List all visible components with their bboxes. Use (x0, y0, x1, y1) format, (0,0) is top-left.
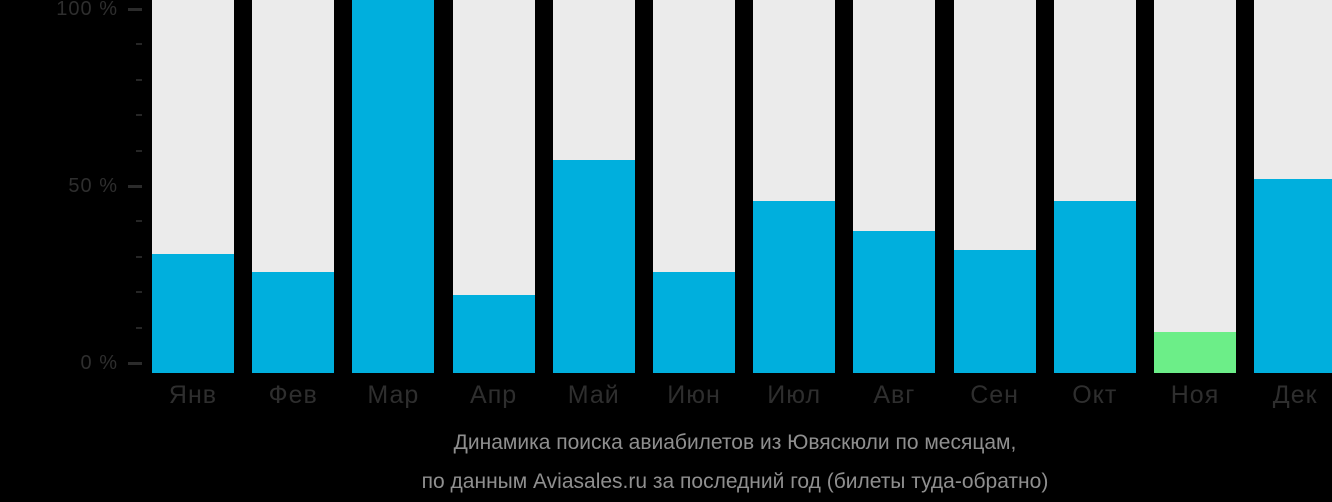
minor-tick (136, 78, 142, 81)
bar (653, 272, 735, 373)
bar-track (1254, 0, 1332, 373)
minor-tick (136, 326, 142, 329)
y-axis-label: 0 % (80, 352, 118, 374)
bar (753, 201, 836, 373)
bar (953, 249, 1036, 373)
minor-tick (136, 220, 142, 223)
month-label: Ноя (1170, 381, 1220, 409)
major-tick (128, 361, 142, 365)
bar (152, 253, 234, 373)
month-label: Июл (767, 381, 822, 409)
bar-track (953, 0, 1036, 373)
minor-tick (136, 291, 142, 294)
month-label: Авг (873, 381, 916, 409)
chart-caption: Динамика поиска авиабилетов из Ювяскюли … (152, 430, 1318, 495)
bar-track (753, 0, 836, 373)
minor-tick (136, 149, 142, 152)
bar (1154, 331, 1236, 373)
y-axis-label: 50 % (68, 175, 118, 197)
bar (1254, 179, 1332, 373)
bar (352, 0, 435, 373)
month-label: Июн (667, 381, 721, 409)
month-label: Дек (1272, 381, 1318, 409)
month-label: Фев (268, 381, 318, 409)
bar (452, 294, 535, 373)
bar (1053, 201, 1136, 373)
month-label: Май (567, 381, 620, 409)
caption-line-2: по данным Aviasales.ru за последний год … (421, 470, 1049, 493)
minor-tick (136, 114, 142, 117)
bar-track (552, 0, 635, 373)
bar (252, 272, 335, 373)
month-label: Мар (367, 381, 420, 409)
bar-track (252, 0, 335, 373)
month-label: Сен (970, 381, 1019, 409)
major-tick (128, 7, 142, 11)
month-label: Апр (470, 381, 518, 409)
minor-tick (136, 255, 142, 258)
bar (552, 160, 635, 373)
minor-tick (136, 43, 142, 46)
bar-track (1053, 0, 1136, 373)
bar-track (352, 0, 435, 373)
bar (853, 231, 936, 373)
caption-line-1: Динамика поиска авиабилетов из Ювяскюли … (453, 431, 1017, 454)
bar-track (452, 0, 535, 373)
y-axis-label: 100 % (56, 0, 118, 20)
month-label: Окт (1072, 381, 1118, 409)
major-tick (128, 184, 142, 188)
bar-track (1154, 0, 1236, 373)
bar-track (152, 0, 234, 373)
month-label: Янв (168, 381, 218, 409)
bar-track (853, 0, 936, 373)
plot-area: 100 % 50 % 0 % Янв Фев Мар Апр Май Июн Июл Авг Сен… (56, 0, 1332, 409)
bar-track (653, 0, 735, 373)
